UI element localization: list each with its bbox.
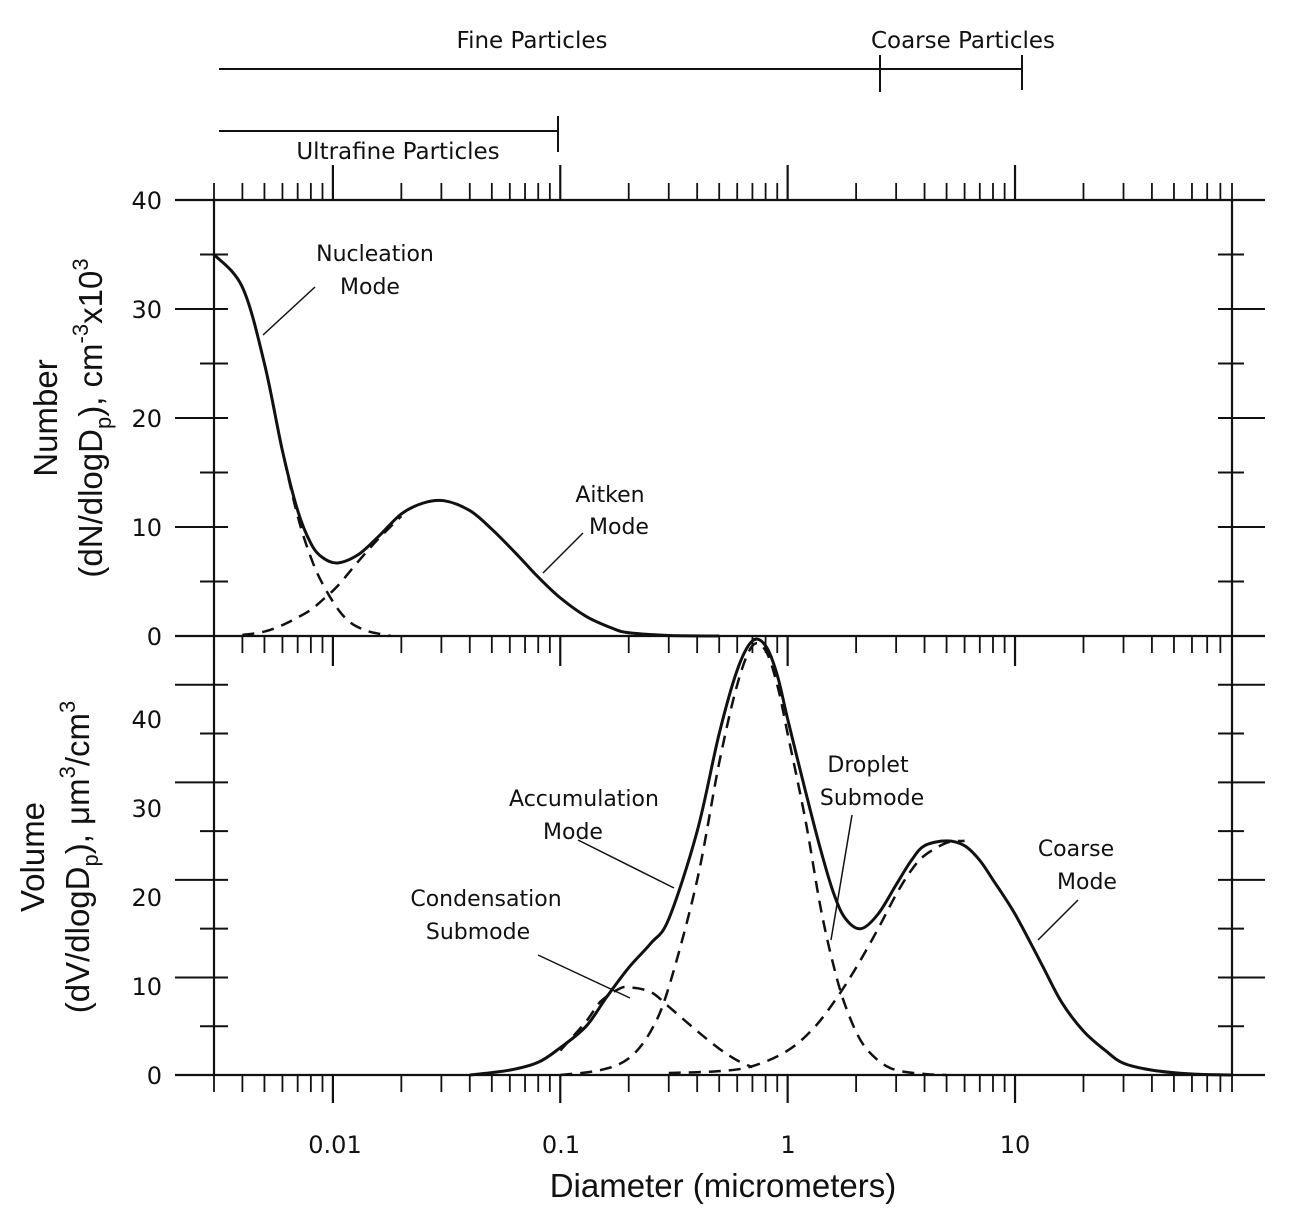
data-series [212, 253, 1233, 1077]
y-tick-label: 30 [131, 795, 162, 823]
x-tick-label: 0.1 [542, 1131, 580, 1159]
y-tick-label: 20 [131, 405, 162, 433]
x-axis-ticks [213, 165, 1233, 1103]
accumulation-leader-line [577, 839, 675, 889]
volume-series-solid-line [469, 637, 1233, 1077]
number-series-solid-line [212, 253, 720, 638]
x-tick-label: 1 [780, 1131, 795, 1159]
y-tick-label: 0 [147, 1062, 162, 1090]
y-tick-label: 20 [131, 884, 162, 912]
accumulation-mode-label: Accumulation Mode [509, 787, 659, 845]
coarse-leader-line [1037, 899, 1079, 941]
annotations: Nucleation Mode Aitken Mode Accumulation Mo… [262, 242, 1117, 999]
volume-series-dashed-line [559, 985, 753, 1069]
y-tick-label: 40 [131, 706, 162, 734]
fine-particles-label: Fine Particles [457, 28, 608, 54]
coarse-particles-label: Coarse Particles [871, 28, 1055, 54]
aitken-mode-label: Aitken Mode [575, 483, 649, 540]
number-series-dashed-line [242, 515, 403, 637]
y-tick-label: 10 [131, 973, 162, 1001]
condensation-leader-line [537, 954, 631, 999]
y-tick-label: 30 [131, 296, 162, 324]
y-tick-label: 40 [131, 187, 162, 215]
bottom-y-tick-labels: 0 10 20 30 40 [131, 706, 162, 1090]
aitken-leader-line [542, 532, 584, 574]
nucleation-mode-label: Nucleation Mode [316, 242, 434, 300]
bottom-y-axis-title-line2: (dV/dlogDp), μm3/cm3 [55, 701, 103, 1014]
nucleation-leader-line [262, 286, 316, 336]
bottom-y-axis-title-line1: Volume [14, 802, 51, 912]
top-y-axis-title-line2: (dN/dlogDp), cm-3x103 [68, 258, 116, 577]
y-tick-label: 10 [131, 514, 162, 542]
number-series-dashed-line [213, 253, 392, 638]
droplet-leader-line [830, 814, 853, 941]
size-range-brackets: Fine Particles Coarse Particles Ultrafin… [219, 28, 1055, 165]
volume-series-dashed-line [668, 839, 965, 1075]
volume-series-dashed-line [560, 641, 947, 1077]
ultrafine-particles-label: Ultrafine Particles [296, 139, 499, 165]
condensation-submode-label: Condensation Submode [410, 887, 561, 945]
x-axis-title: Diameter (micrometers) [550, 1167, 897, 1204]
coarse-mode-label: Coarse Mode [1038, 837, 1117, 895]
x-tick-label: 10 [1000, 1131, 1031, 1159]
top-y-axis-title-line1: Number [27, 359, 64, 476]
droplet-submode-label: Droplet Submode [820, 753, 924, 811]
y-tick-label: 0 [147, 623, 162, 651]
top-y-tick-labels: 0 10 20 30 40 [131, 187, 162, 651]
top-y-axis-title: Number (dN/dlogDp), cm-3x103 [27, 258, 116, 577]
y-axis-ticks [175, 199, 1265, 1076]
bottom-y-axis-title: Volume (dV/dlogDp), μm3/cm3 [14, 701, 103, 1014]
x-tick-labels: 0.01 0.1 1 10 [308, 1131, 1030, 1159]
x-tick-label: 0.01 [308, 1131, 361, 1159]
